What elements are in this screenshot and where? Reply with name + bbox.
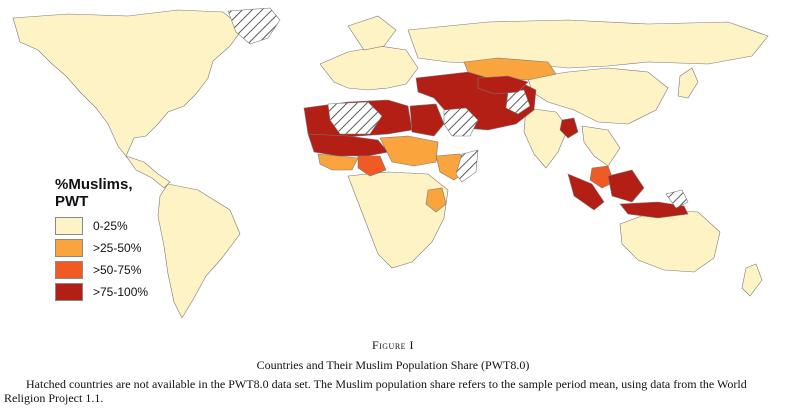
central-asia-dark — [477, 75, 529, 95]
tanzania — [425, 187, 447, 213]
figure-label: Figure I — [371, 338, 415, 352]
legend-item-75-100: >75-100% — [55, 282, 148, 302]
legend-label: 0-25% — [93, 219, 128, 233]
australia — [619, 209, 721, 273]
sahara-nodata — [327, 101, 383, 135]
indonesia-1 — [567, 173, 605, 211]
legend-label: >50-75% — [93, 263, 142, 277]
legend-swatch — [55, 239, 83, 257]
europe — [319, 45, 419, 91]
africa-south — [347, 171, 449, 269]
arabia-nodata — [443, 107, 479, 137]
indonesia-2 — [607, 169, 645, 203]
japan — [677, 67, 699, 99]
nigeria — [357, 155, 387, 177]
legend-swatch — [55, 261, 83, 279]
world-map — [8, 6, 778, 324]
greenland — [227, 7, 281, 45]
legend-title: %Muslims, PWT — [55, 176, 148, 210]
figure-note: Hatched countries are not available in t… — [4, 377, 747, 405]
legend-label: >25-50% — [93, 241, 142, 255]
chad-sudan — [379, 135, 439, 167]
russia — [407, 19, 769, 69]
somalia-nodata — [455, 149, 479, 183]
southeast-asia — [581, 125, 621, 167]
north-america — [12, 9, 244, 157]
sahel-dark — [307, 133, 389, 157]
egypt-region — [409, 103, 445, 137]
afghanistan-nodata — [505, 89, 531, 115]
indonesia-3 — [619, 201, 689, 219]
south-america — [157, 183, 241, 319]
legend-title-line2: PWT — [55, 193, 89, 210]
scandinavia — [347, 15, 397, 51]
legend-swatch — [55, 217, 83, 235]
legend-item-25-50: >25-50% — [55, 238, 148, 258]
malaysia — [589, 165, 615, 189]
philippines-nodata — [665, 189, 689, 209]
india — [523, 107, 569, 169]
figure-title: Countries and Their Muslim Population Sh… — [256, 358, 530, 372]
china — [527, 67, 669, 125]
legend-item-50-75: >50-75% — [55, 260, 148, 280]
legend-swatch — [55, 283, 83, 301]
legend: %Muslims, PWT 0-25% >25-50% >50-75% >75-… — [55, 176, 148, 302]
new-zealand — [741, 263, 763, 297]
legend-item-0-25: 0-25% — [55, 216, 148, 236]
legend-title-line1: %Muslims, — [55, 176, 133, 193]
world-map-svg — [12, 7, 769, 319]
legend-label: >75-100% — [93, 285, 149, 299]
central-asia — [463, 57, 557, 81]
bangladesh — [559, 117, 579, 139]
west-africa-mid — [317, 153, 359, 171]
